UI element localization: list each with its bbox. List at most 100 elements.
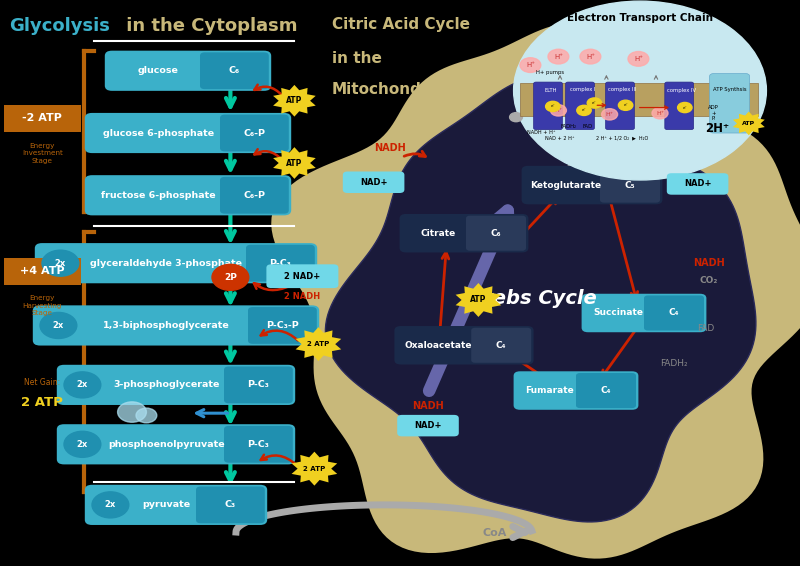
- Text: 3-phosphoglycerate: 3-phosphoglycerate: [114, 380, 219, 389]
- Text: H⁺: H⁺: [634, 56, 643, 62]
- Circle shape: [548, 49, 569, 64]
- Text: 1,3-biphosphoglycerate: 1,3-biphosphoglycerate: [103, 321, 230, 330]
- Text: H⁺: H⁺: [656, 111, 664, 115]
- Text: 2 ATP: 2 ATP: [22, 397, 63, 409]
- Text: P-C₃: P-C₃: [247, 440, 270, 449]
- Text: NAD+: NAD+: [414, 421, 442, 430]
- FancyBboxPatch shape: [343, 171, 404, 193]
- FancyBboxPatch shape: [220, 177, 289, 213]
- Text: 2x: 2x: [77, 380, 88, 389]
- Circle shape: [678, 102, 692, 113]
- Circle shape: [136, 408, 157, 423]
- Polygon shape: [733, 112, 765, 135]
- FancyBboxPatch shape: [196, 486, 265, 523]
- Text: 2H⁺: 2H⁺: [706, 122, 730, 135]
- Text: NAD+: NAD+: [684, 179, 711, 188]
- Text: pyruvate: pyruvate: [142, 500, 190, 509]
- Text: ATP: ATP: [286, 158, 302, 168]
- Text: C₅: C₅: [625, 181, 635, 190]
- Text: NAD + 2 H⁺: NAD + 2 H⁺: [546, 136, 574, 140]
- Circle shape: [550, 105, 566, 116]
- Text: FAD: FAD: [583, 125, 593, 129]
- Text: C₄: C₄: [601, 386, 611, 395]
- Circle shape: [92, 492, 129, 518]
- Polygon shape: [295, 327, 342, 361]
- Text: Glycolysis: Glycolysis: [10, 17, 110, 35]
- Text: C₄: C₄: [669, 308, 679, 318]
- FancyBboxPatch shape: [224, 367, 293, 403]
- FancyBboxPatch shape: [566, 82, 594, 130]
- Circle shape: [652, 108, 668, 119]
- Text: Oxaloacetate: Oxaloacetate: [404, 341, 472, 350]
- Circle shape: [546, 101, 560, 112]
- FancyBboxPatch shape: [466, 216, 526, 251]
- Text: 2x: 2x: [54, 259, 66, 268]
- Circle shape: [118, 402, 146, 422]
- FancyBboxPatch shape: [534, 82, 562, 130]
- Circle shape: [64, 372, 101, 398]
- Text: H⁺: H⁺: [586, 54, 595, 59]
- FancyBboxPatch shape: [200, 53, 269, 89]
- Text: H⁺: H⁺: [606, 112, 614, 117]
- Circle shape: [628, 52, 649, 66]
- Text: H⁺: H⁺: [554, 108, 562, 113]
- Polygon shape: [455, 283, 502, 317]
- Text: CoA: CoA: [482, 528, 506, 538]
- Text: -2 ATP: -2 ATP: [22, 113, 62, 123]
- Text: Electron Transport Chain: Electron Transport Chain: [567, 13, 713, 23]
- FancyBboxPatch shape: [644, 295, 704, 331]
- Text: Energy
Harvesting
Stage: Energy Harvesting Stage: [22, 295, 62, 316]
- Text: fructose 6-phosphate: fructose 6-phosphate: [101, 191, 216, 200]
- FancyBboxPatch shape: [520, 83, 758, 116]
- FancyBboxPatch shape: [667, 173, 728, 195]
- Text: ELTH: ELTH: [544, 88, 557, 93]
- Text: FADH₂: FADH₂: [561, 125, 577, 129]
- Text: C₃: C₃: [225, 500, 236, 509]
- FancyBboxPatch shape: [266, 264, 338, 288]
- FancyBboxPatch shape: [57, 365, 295, 405]
- FancyBboxPatch shape: [514, 371, 638, 410]
- Text: Citric Acid Cycle: Citric Acid Cycle: [332, 17, 470, 32]
- Text: ATP: ATP: [286, 96, 302, 105]
- Text: C₆-P: C₆-P: [243, 191, 266, 200]
- FancyBboxPatch shape: [33, 306, 319, 345]
- FancyBboxPatch shape: [582, 294, 706, 332]
- Text: P-C₃: P-C₃: [247, 380, 270, 389]
- Text: NADH: NADH: [693, 258, 725, 268]
- Text: FADH₂: FADH₂: [660, 359, 687, 368]
- Text: (waste): (waste): [642, 149, 674, 158]
- Text: e⁻: e⁻: [550, 104, 555, 109]
- Text: ATP: ATP: [470, 295, 486, 305]
- Text: H+ pumps: H+ pumps: [536, 70, 565, 75]
- Polygon shape: [326, 76, 756, 522]
- Circle shape: [520, 58, 541, 72]
- Text: 2 NAD+: 2 NAD+: [284, 272, 321, 281]
- Circle shape: [64, 431, 101, 457]
- FancyBboxPatch shape: [85, 175, 291, 216]
- FancyBboxPatch shape: [394, 326, 534, 365]
- FancyBboxPatch shape: [220, 114, 289, 151]
- Text: Krebs Cycle: Krebs Cycle: [468, 289, 596, 308]
- Text: H⁺: H⁺: [526, 62, 535, 68]
- FancyBboxPatch shape: [248, 307, 317, 344]
- Polygon shape: [273, 85, 316, 117]
- Text: Energy
Investment
Stage: Energy Investment Stage: [22, 143, 63, 164]
- Text: Succinate: Succinate: [593, 308, 643, 318]
- Text: H⁺: H⁺: [554, 54, 563, 59]
- Text: in the: in the: [332, 51, 382, 66]
- Text: e⁻: e⁻: [592, 101, 597, 105]
- Text: FAD: FAD: [697, 324, 714, 333]
- Circle shape: [514, 1, 766, 180]
- Text: 2P: 2P: [224, 273, 237, 282]
- Circle shape: [602, 109, 618, 120]
- Text: complex IV: complex IV: [667, 88, 696, 93]
- Text: e⁻: e⁻: [682, 105, 687, 110]
- Text: e⁻: e⁻: [623, 103, 628, 108]
- Text: C₆: C₆: [490, 229, 502, 238]
- Text: Mitochondria: Mitochondria: [332, 82, 445, 97]
- Text: ATP: ATP: [742, 121, 755, 126]
- Polygon shape: [273, 147, 316, 179]
- Circle shape: [40, 312, 77, 338]
- Text: Citrate: Citrate: [420, 229, 456, 238]
- Circle shape: [577, 105, 591, 115]
